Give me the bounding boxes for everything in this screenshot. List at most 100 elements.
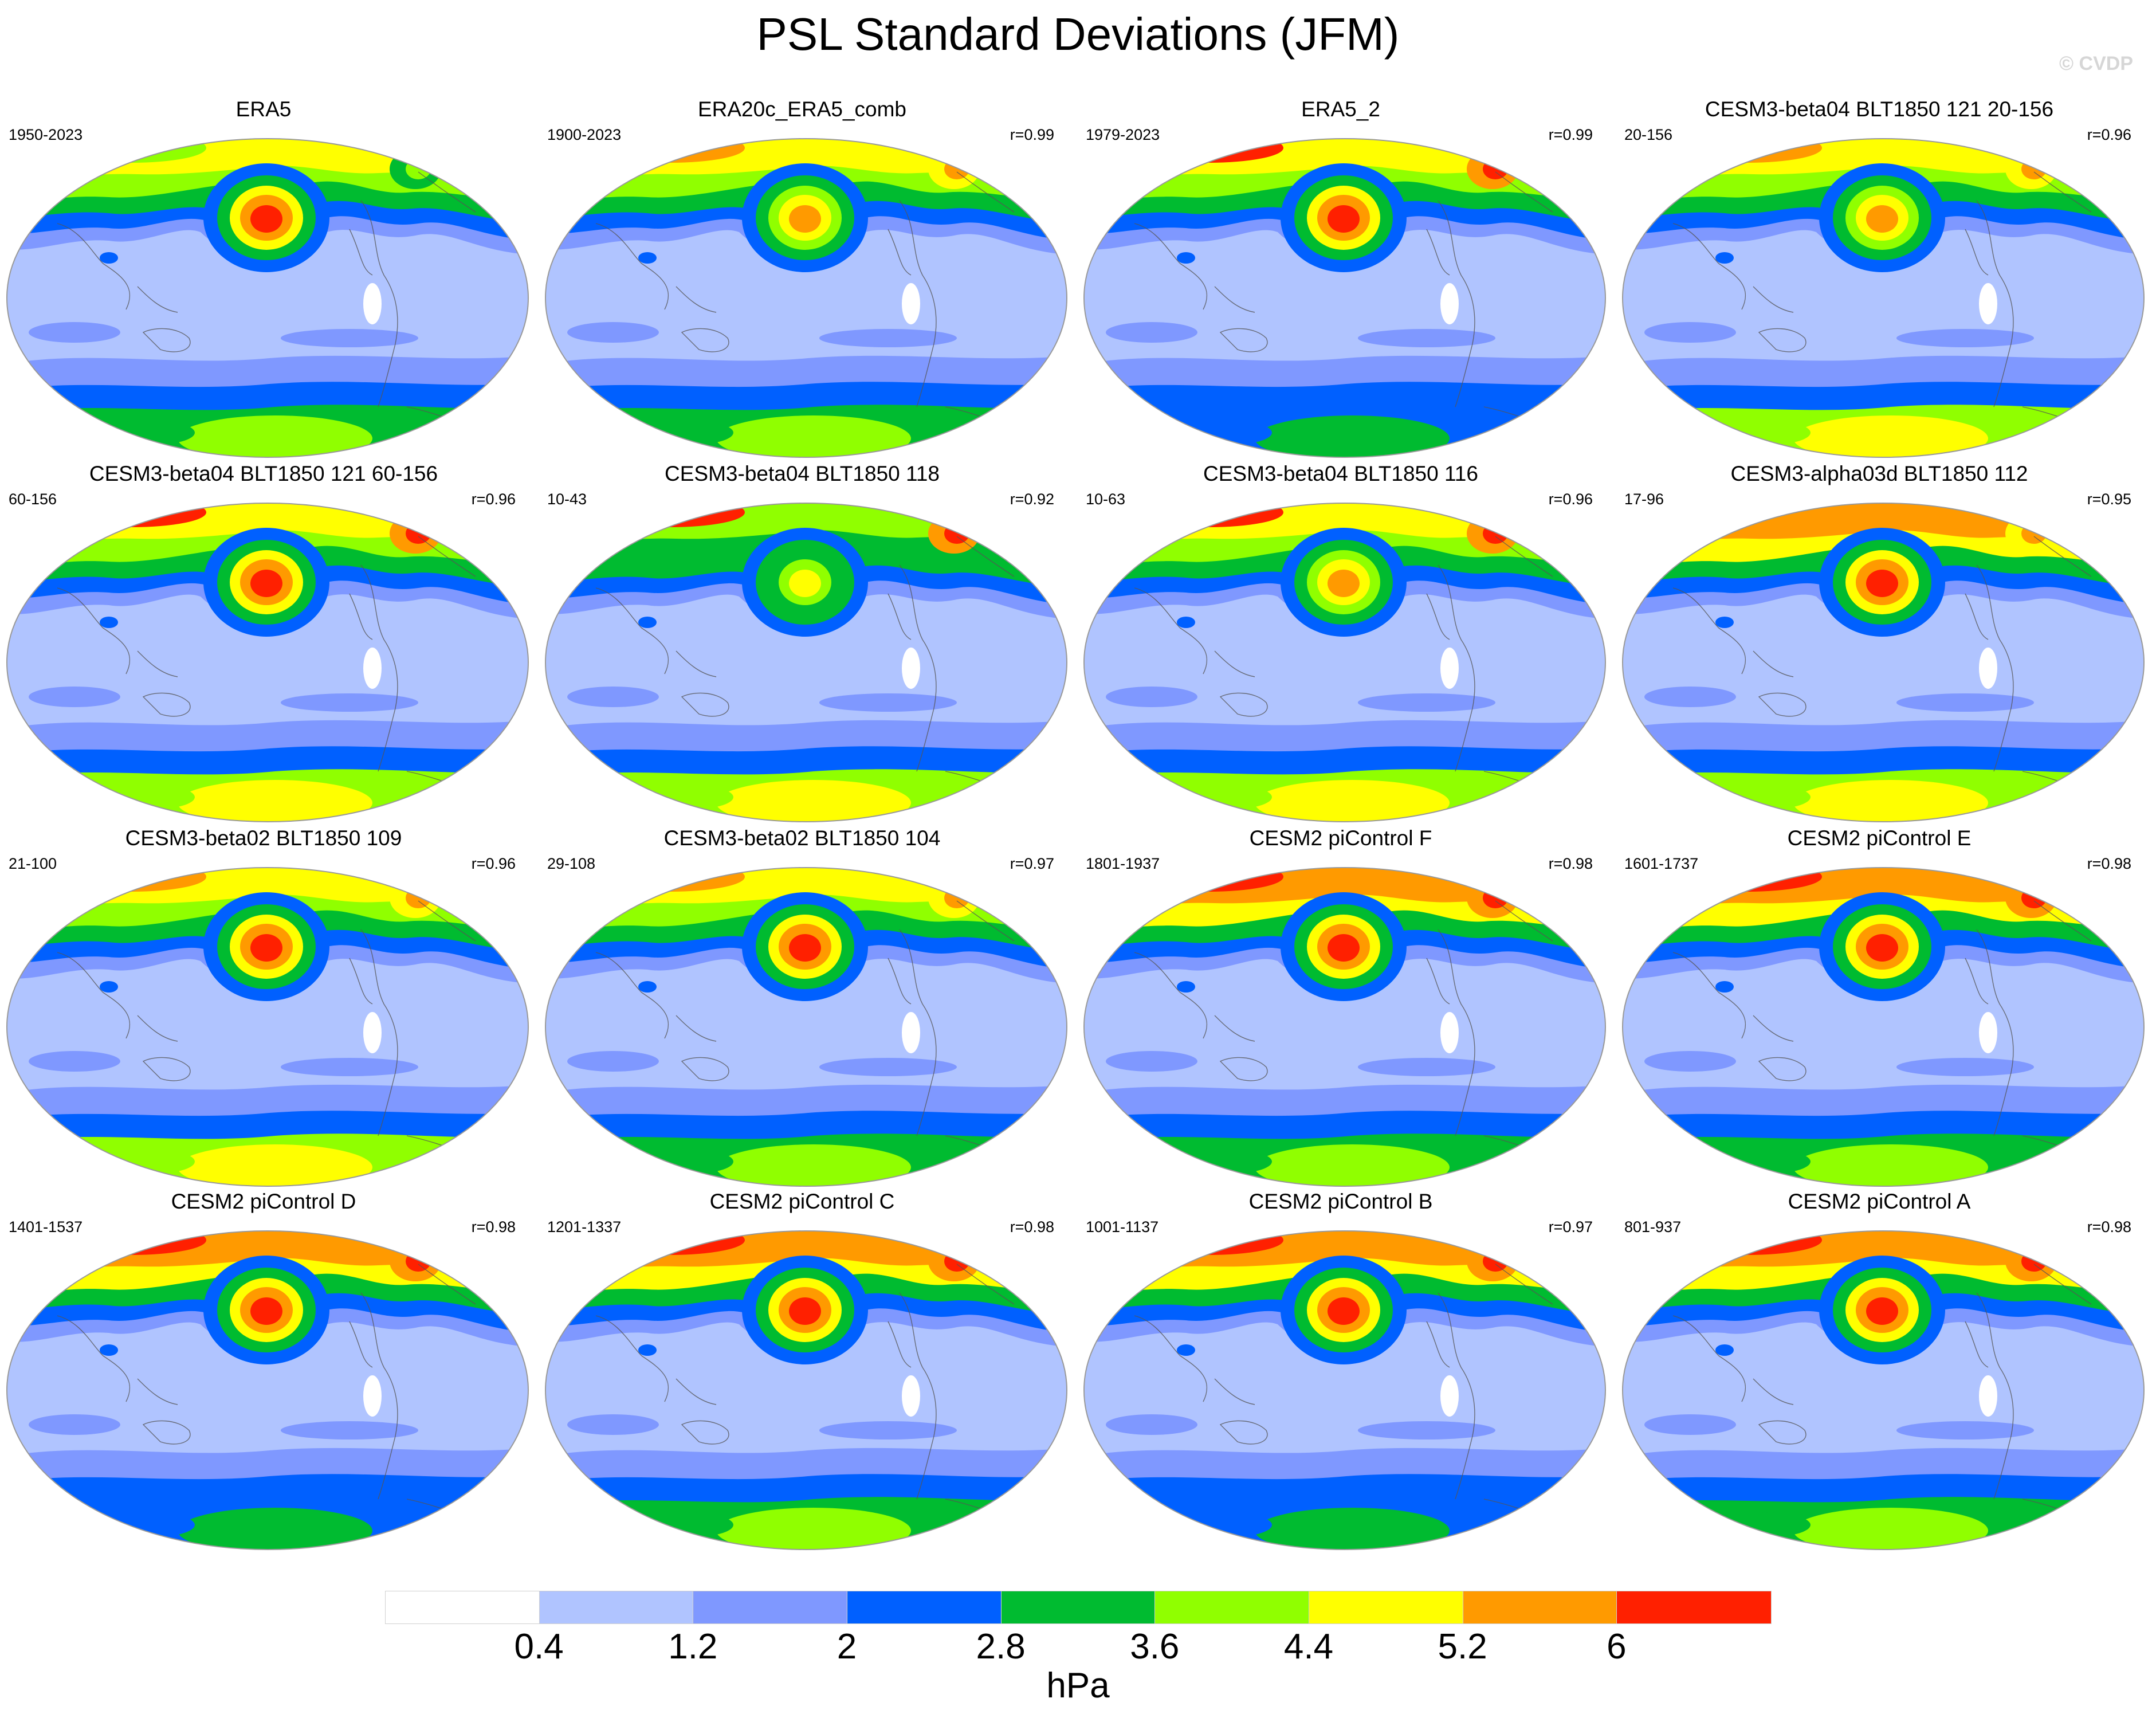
- panel-correlation: r=0.97: [1548, 1218, 1593, 1236]
- psl-stddev-map: [1622, 867, 2145, 1187]
- map-panel: CESM2 piControl B 1001-1137 r=0.97: [1077, 1190, 1606, 1556]
- panel-title: CESM2 piControl C: [709, 1190, 895, 1213]
- panel-years: 1979-2023: [1086, 126, 1160, 143]
- map-panel: CESM3-beta04 BLT1850 121 60-156 60-156 r=0…: [0, 462, 529, 829]
- map-panel: ERA5 1950-2023: [0, 97, 529, 464]
- panel-title: CESM2 piControl A: [1788, 1190, 1971, 1213]
- colorbar-swatch: [1309, 1591, 1464, 1624]
- psl-stddev-map: [1622, 1230, 2145, 1550]
- panel-correlation: r=0.98: [1010, 1218, 1054, 1236]
- colorbar-tick-label: 4.4: [1283, 1627, 1334, 1666]
- psl-stddev-map: [1083, 503, 1606, 822]
- colorbar-swatch: [1616, 1591, 1772, 1624]
- map-panel: CESM2 piControl A 801-937 r=0.98: [1616, 1190, 2145, 1556]
- psl-stddev-map: [1083, 1230, 1606, 1550]
- colorbar-units: hPa: [1046, 1666, 1110, 1705]
- colorbar-tick-label: 1.2: [668, 1627, 718, 1666]
- map-panel: ERA5_2 1979-2023 r=0.99: [1077, 97, 1606, 464]
- psl-stddev-map: [545, 867, 1067, 1187]
- map-panel: CESM2 piControl E 1601-1737 r=0.98: [1616, 826, 2145, 1193]
- panel-years: 1001-1137: [1086, 1218, 1159, 1236]
- panel-correlation: r=0.96: [471, 855, 516, 872]
- psl-stddev-map: [545, 503, 1067, 822]
- psl-stddev-map: [6, 867, 529, 1187]
- panel-correlation: r=0.96: [1548, 491, 1593, 508]
- panel-title: CESM2 piControl E: [1787, 826, 1972, 850]
- colorbar-swatch: [1462, 1591, 1618, 1624]
- psl-stddev-map: [545, 1230, 1067, 1550]
- colorbar-swatch: [1154, 1591, 1310, 1624]
- watermark: © CVDP: [2059, 53, 2133, 74]
- psl-stddev-map: [545, 138, 1067, 458]
- panel-correlation: r=0.92: [1010, 491, 1054, 508]
- psl-stddev-map: [1083, 867, 1606, 1187]
- psl-stddev-map: [6, 138, 529, 458]
- map-panel: CESM3-beta04 BLT1850 121 20-156 20-156 r=0…: [1616, 97, 2145, 464]
- panel-correlation: r=0.96: [2087, 126, 2131, 143]
- panel-years: 1950-2023: [9, 126, 83, 143]
- colorbar-swatch: [847, 1591, 1002, 1624]
- map-panel: ERA20c_ERA5_comb 1900-2023 r=0.99: [539, 97, 1067, 464]
- colorbar-swatch: [539, 1591, 694, 1624]
- panel-title: CESM2 piControl D: [171, 1190, 356, 1213]
- colorbar-swatch: [1000, 1591, 1156, 1624]
- colorbar: [385, 1591, 1772, 1624]
- panel-years: 21-100: [9, 855, 57, 872]
- panel-years: 10-43: [547, 491, 587, 508]
- panel-years: 10-63: [1086, 491, 1126, 508]
- psl-stddev-map: [1622, 138, 2145, 458]
- map-panel: CESM3-beta04 BLT1850 116 10-63 r=0.96: [1077, 462, 1606, 829]
- panel-title: CESM3-beta04 BLT1850 121 60-156: [89, 462, 438, 485]
- panel-years: 1401-1537: [9, 1218, 83, 1236]
- panel-title: CESM3-alpha03d BLT1850 112: [1730, 462, 2028, 485]
- colorbar-swatch: [385, 1591, 540, 1624]
- panel-correlation: r=0.97: [1010, 855, 1054, 872]
- psl-stddev-map: [1622, 503, 2145, 822]
- psl-stddev-map: [6, 1230, 529, 1550]
- panel-years: 29-108: [547, 855, 596, 872]
- colorbar-tick-label: 2: [837, 1627, 857, 1666]
- panel-correlation: r=0.98: [2087, 855, 2131, 872]
- map-panel: CESM3-alpha03d BLT1850 112 17-96 r=0.95: [1616, 462, 2145, 829]
- psl-stddev-map: [6, 503, 529, 822]
- panel-correlation: r=0.99: [1010, 126, 1054, 143]
- panel-correlation: r=0.98: [1548, 855, 1593, 872]
- panel-years: 17-96: [1624, 491, 1664, 508]
- panel-title: CESM3-beta02 BLT1850 109: [125, 826, 402, 850]
- panel-title: CESM2 piControl B: [1248, 1190, 1433, 1213]
- panel-title: ERA5: [235, 97, 292, 121]
- panel-years: 20-156: [1624, 126, 1673, 143]
- panel-title: CESM3-beta04 BLT1850 118: [665, 462, 940, 485]
- panel-correlation: r=0.95: [2087, 491, 2131, 508]
- panel-title: ERA20c_ERA5_comb: [697, 97, 907, 121]
- panel-title: CESM2 piControl F: [1249, 826, 1432, 850]
- map-panel: CESM3-beta02 BLT1850 109 21-100 r=0.96: [0, 826, 529, 1193]
- page-title: PSL Standard Deviations (JFM): [756, 9, 1400, 60]
- panel-title: CESM3-beta04 BLT1850 121 20-156: [1705, 97, 2054, 121]
- panel-title: CESM3-beta02 BLT1850 104: [663, 826, 941, 850]
- colorbar-tick-label: 6: [1607, 1627, 1627, 1666]
- map-panel: CESM2 piControl D 1401-1537 r=0.98: [0, 1190, 529, 1556]
- colorbar-tick-label: 2.8: [976, 1627, 1026, 1666]
- panel-years: 1601-1737: [1624, 855, 1699, 872]
- panel-correlation: r=0.98: [471, 1218, 516, 1236]
- panel-title: CESM3-beta04 BLT1850 116: [1203, 462, 1478, 485]
- panel-years: 1201-1337: [547, 1218, 622, 1236]
- panel-correlation: r=0.98: [2087, 1218, 2131, 1236]
- panel-years: 1900-2023: [547, 126, 622, 143]
- map-panel: CESM2 piControl F 1801-1937 r=0.98: [1077, 826, 1606, 1193]
- map-panel: CESM2 piControl C 1201-1337 r=0.98: [539, 1190, 1067, 1556]
- psl-stddev-map: [1083, 138, 1606, 458]
- colorbar-tick-label: 0.4: [514, 1627, 564, 1666]
- panel-correlation: r=0.96: [471, 491, 516, 508]
- colorbar-tick-label: 3.6: [1130, 1627, 1180, 1666]
- panel-years: 801-937: [1624, 1218, 1682, 1236]
- panel-correlation: r=0.99: [1548, 126, 1593, 143]
- map-panel: CESM3-beta04 BLT1850 118 10-43 r=0.92: [539, 462, 1067, 829]
- panel-years: 1801-1937: [1086, 855, 1160, 872]
- colorbar-tick-label: 5.2: [1438, 1627, 1487, 1666]
- colorbar-swatch: [693, 1591, 848, 1624]
- panel-title: ERA5_2: [1301, 97, 1380, 121]
- panel-years: 60-156: [9, 491, 57, 508]
- map-panel: CESM3-beta02 BLT1850 104 29-108 r=0.97: [539, 826, 1067, 1193]
